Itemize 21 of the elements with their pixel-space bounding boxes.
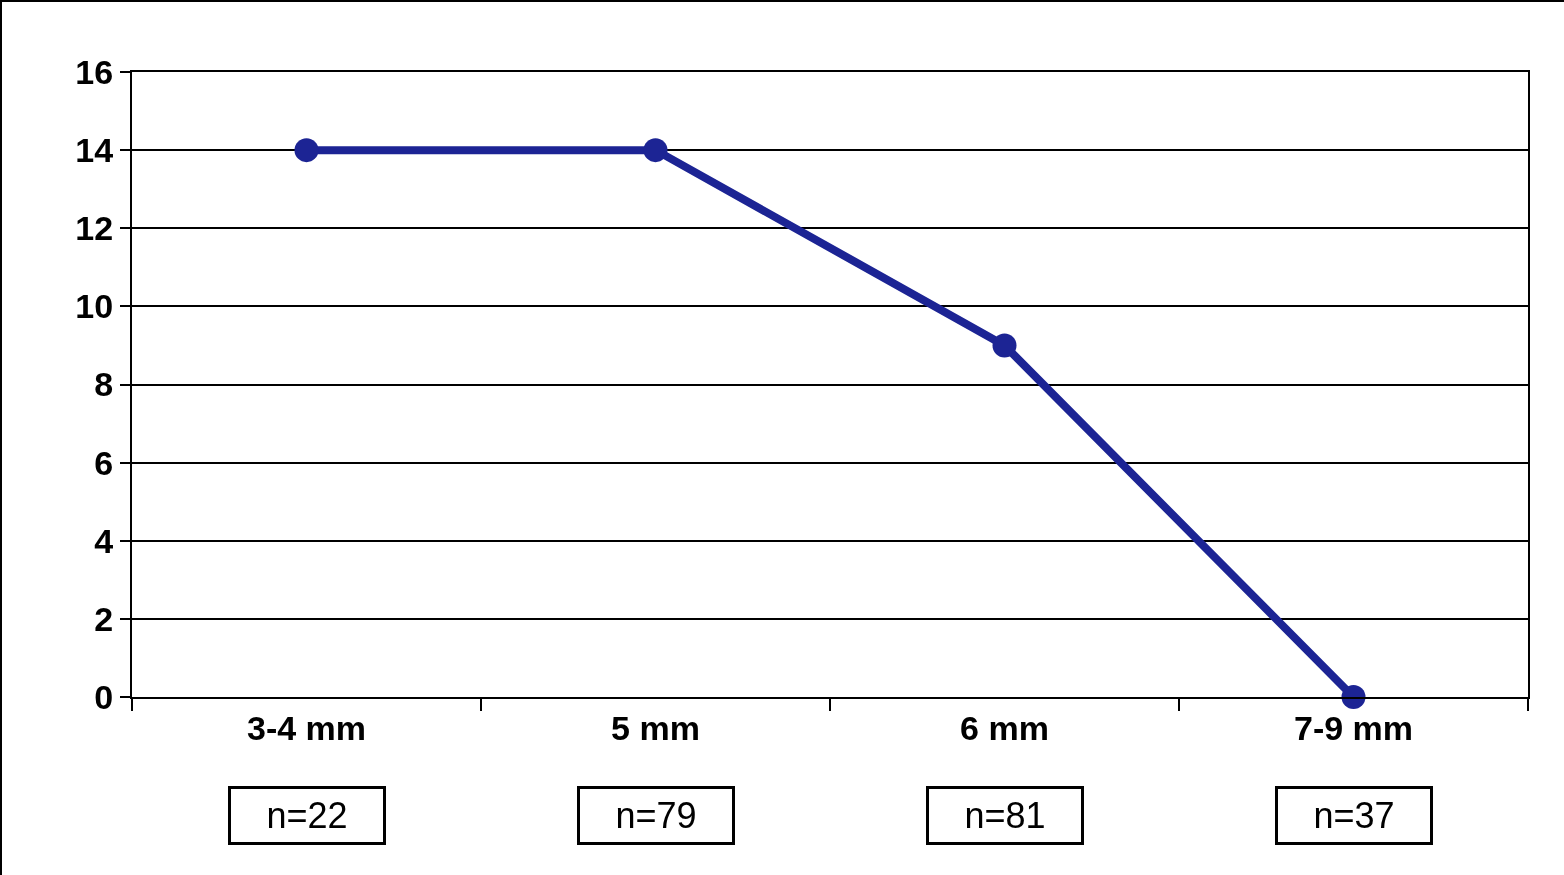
point (294, 138, 319, 163)
point (992, 333, 1017, 358)
x-tick-label: 5 mm (611, 708, 700, 747)
x-tick-label: 7-9 mm (1293, 708, 1414, 747)
text: n=22 (266, 795, 348, 836)
y-tick-label: 14 (75, 131, 114, 170)
y-tick-label: 2 (94, 599, 114, 638)
y-tick-label: 6 (94, 443, 114, 482)
text: n=81 (964, 795, 1046, 836)
y-tick-label: 12 (75, 209, 114, 248)
text: n=79 (615, 795, 697, 836)
y-tick-label: 10 (75, 287, 114, 326)
point (643, 138, 668, 163)
x-tick-label: 6 mm (960, 708, 1049, 747)
y-tick-label: 0 (94, 677, 114, 716)
text: n=37 (1313, 795, 1395, 836)
y-tick-label: 8 (94, 365, 114, 404)
point (1341, 685, 1366, 709)
y-tick-label: 4 (94, 521, 114, 560)
x-tick-label: 3-4 mm (246, 708, 367, 747)
y-tick-label: 16 (75, 52, 114, 91)
